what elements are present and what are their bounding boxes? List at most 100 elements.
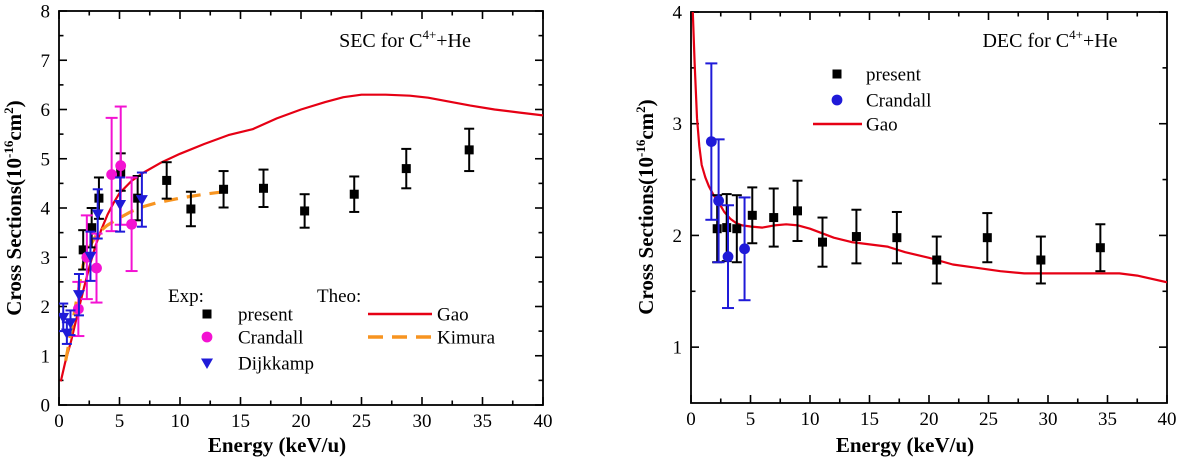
square-marker: [162, 175, 172, 185]
svg-text:1: 1: [41, 346, 51, 367]
svg-text:10: 10: [801, 409, 820, 430]
svg-text:25: 25: [352, 411, 371, 432]
legend-theo-header: Theo:: [317, 286, 361, 307]
square-marker: [401, 164, 411, 174]
square-marker: [258, 183, 268, 193]
svg-text:0: 0: [41, 396, 51, 417]
svg-text:3: 3: [673, 114, 683, 135]
triangle-down-marker: [201, 358, 213, 369]
square-marker: [769, 213, 779, 223]
square-marker: [349, 189, 359, 199]
legend-item-gao: Gao: [866, 115, 898, 136]
square-marker: [94, 193, 104, 203]
svg-text:35: 35: [1098, 409, 1117, 430]
curve-gao-dec: [691, 12, 1167, 284]
svg-text:0: 0: [54, 411, 64, 432]
legend-item-present: present: [866, 65, 922, 86]
square-marker: [817, 237, 827, 247]
circle-marker: [201, 331, 213, 343]
svg-text:30: 30: [413, 411, 432, 432]
curve-gao-sec: [59, 93, 543, 382]
sec-tick-labels: 0 5 10 15 20 25 30 35 40 0 1 2 3 4 5 6 7 8: [41, 2, 553, 433]
circle-marker: [722, 251, 734, 263]
svg-text:10: 10: [171, 411, 190, 432]
legend-item-crandall: Crandall: [866, 91, 931, 112]
series-crandall-dec: [705, 62, 751, 310]
triangle-down-marker: [91, 209, 104, 220]
circle-marker: [831, 94, 843, 106]
svg-text:15: 15: [860, 409, 879, 430]
legend-exp-header: Exp:: [168, 286, 204, 307]
circle-marker: [713, 195, 725, 207]
square-marker: [932, 255, 942, 265]
legend-item-present: present: [238, 305, 294, 326]
dec-title: DEC for C4++He: [982, 27, 1117, 52]
square-marker: [722, 223, 732, 233]
sec-axes: [58, 10, 544, 406]
dec-legend: present Crandall Gao: [813, 65, 931, 136]
square-marker: [1036, 255, 1046, 265]
dec-ylabel: Cross Sections(10-16cm2): [633, 99, 658, 314]
sec-plot: 0 5 10 15 20 25 30 35 40 0 1 2 3 4 5 6 7 8 SEC for C4++He C…: [1, 2, 553, 458]
square-marker: [892, 233, 902, 243]
svg-text:3: 3: [41, 248, 51, 269]
svg-text:4: 4: [673, 3, 683, 24]
svg-text:40: 40: [1158, 409, 1177, 430]
svg-text:2: 2: [673, 226, 683, 247]
circle-marker: [115, 160, 127, 172]
legend-item-crandall: Crandall: [238, 328, 303, 349]
svg-text:15: 15: [231, 411, 250, 432]
series-present-dec: [712, 179, 1106, 285]
dec-plot: 0 5 10 15 20 25 30 35 40 1 2 3 4 DEC for C4++He Cross …: [633, 3, 1177, 458]
plot-frame: [690, 11, 1168, 404]
svg-text:35: 35: [473, 411, 492, 432]
dec-xlabel: Energy (keV/u): [836, 433, 974, 457]
svg-text:2: 2: [41, 297, 51, 318]
square-marker: [202, 309, 212, 319]
circle-marker: [91, 262, 102, 274]
triangle-down-marker: [84, 251, 97, 263]
sec-title: SEC for C4++He: [339, 27, 471, 52]
legend-item-kimura: Kimura: [437, 328, 496, 349]
square-marker: [832, 69, 842, 79]
dec-axes: [690, 11, 1168, 403]
square-marker: [464, 145, 474, 155]
square-marker: [982, 233, 992, 243]
dec-plot-area: [691, 12, 1167, 310]
svg-text:8: 8: [41, 2, 51, 23]
square-marker: [87, 223, 97, 233]
square-marker: [732, 224, 742, 234]
circle-marker: [739, 243, 750, 255]
square-marker: [747, 210, 757, 220]
svg-text:6: 6: [41, 100, 51, 121]
svg-text:30: 30: [1039, 409, 1058, 430]
circle-marker: [705, 136, 717, 147]
triangle-down-marker: [59, 312, 70, 324]
svg-text:20: 20: [920, 409, 939, 430]
square-marker: [186, 204, 196, 214]
sec-ylabel: Cross Sections(10-16cm2): [1, 100, 26, 315]
svg-text:0: 0: [686, 409, 696, 430]
triangle-down-marker: [64, 318, 77, 329]
square-marker: [78, 245, 88, 255]
square-marker: [712, 224, 722, 234]
svg-text:7: 7: [41, 51, 51, 72]
square-marker: [1095, 243, 1105, 253]
square-marker: [851, 232, 861, 242]
svg-text:40: 40: [534, 411, 553, 432]
square-marker: [793, 206, 803, 216]
series-dijkkamp-sec: [59, 171, 148, 345]
triangle-down-marker: [135, 195, 148, 206]
legend-item-gao: Gao: [437, 305, 469, 326]
sec-xlabel: Energy (keV/u): [208, 433, 346, 457]
svg-text:20: 20: [292, 411, 311, 432]
svg-text:1: 1: [673, 338, 683, 359]
square-marker: [300, 206, 310, 216]
svg-text:5: 5: [41, 149, 51, 170]
svg-text:25: 25: [979, 409, 998, 430]
square-marker: [219, 184, 229, 194]
svg-text:5: 5: [115, 411, 125, 432]
